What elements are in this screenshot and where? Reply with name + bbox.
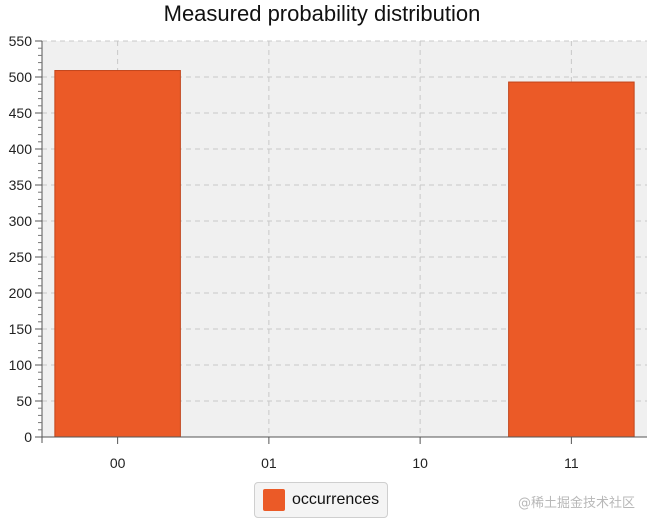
axes xyxy=(36,41,647,443)
y-tick-label: 500 xyxy=(9,69,33,85)
y-tick-label: 250 xyxy=(9,249,33,265)
y-tick-label: 0 xyxy=(24,429,32,445)
y-tick-label: 450 xyxy=(9,105,33,121)
legend-swatch-occurrences xyxy=(263,489,285,511)
y-tick-label: 100 xyxy=(9,357,33,373)
x-tick-label: 10 xyxy=(412,455,428,471)
bar-11[interactable] xyxy=(508,81,635,438)
legend-label-occurrences: occurrences xyxy=(292,491,380,508)
y-tick-label: 350 xyxy=(9,177,33,193)
y-axis-ticks: 0 50 100 150 200 250 300 350 400 450 500 550 xyxy=(9,33,42,445)
bars xyxy=(54,70,635,438)
x-tick-label: 11 xyxy=(564,455,579,471)
y-tick-label: 150 xyxy=(9,321,33,337)
legend[interactable]: occurrences xyxy=(254,482,389,518)
bar-00[interactable] xyxy=(54,70,181,438)
x-axis-ticks: 00 01 10 11 xyxy=(110,437,579,471)
y-tick-label: 50 xyxy=(16,393,32,409)
x-tick-label: 00 xyxy=(110,455,126,471)
y-tick-label: 200 xyxy=(9,285,33,301)
x-tick-label: 01 xyxy=(261,455,277,471)
y-tick-label: 300 xyxy=(9,213,33,229)
y-tick-label: 400 xyxy=(9,141,33,157)
chart-title: Measured probability distribution xyxy=(164,1,481,26)
watermark: @稀土掘金技术社区 xyxy=(517,496,635,511)
y-tick-label: 550 xyxy=(9,33,33,49)
